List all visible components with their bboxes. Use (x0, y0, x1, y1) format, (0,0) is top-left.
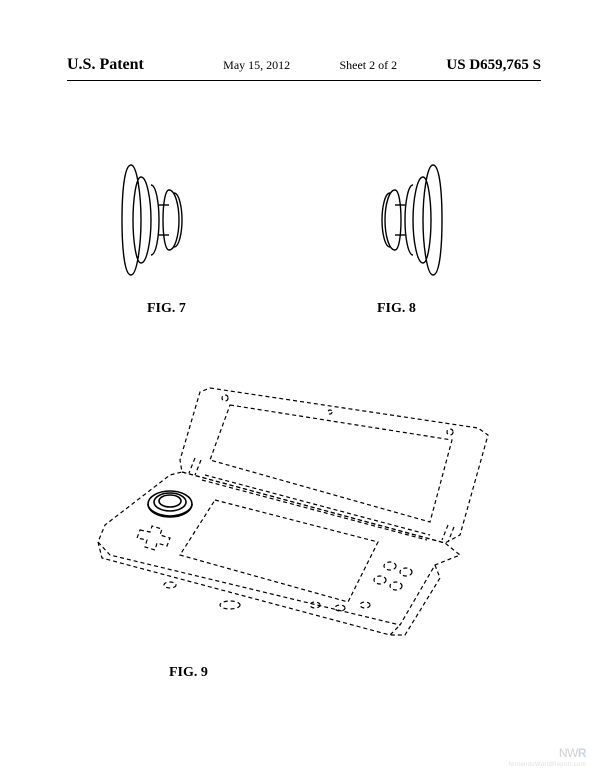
figure-9-drawing (80, 380, 500, 650)
patent-header: U.S. Patent May 15, 2012 Sheet 2 of 2 US… (67, 56, 541, 81)
figure-7-label: FIG. 7 (147, 301, 186, 317)
figure-7-drawing (119, 155, 209, 285)
watermark-prefix: NW (559, 746, 578, 760)
patent-number: US D659,765 S (446, 57, 541, 74)
analog-stick-side-icon (119, 155, 209, 285)
watermark-suffix: R (578, 746, 586, 760)
figure-9-label: FIG. 9 (169, 665, 208, 681)
watermark-logo: NWR (559, 746, 586, 760)
patent-date: May 15, 2012 (223, 58, 290, 73)
patent-title: U.S. Patent (67, 56, 144, 74)
handheld-console-icon (80, 380, 500, 650)
figure-8-label: FIG. 8 (377, 301, 416, 317)
watermark-subtext: NintendoWorldReport.com (509, 762, 587, 768)
analog-stick-side-mirror-icon (355, 155, 445, 285)
figure-8-drawing (355, 155, 445, 285)
sheet-indicator: Sheet 2 of 2 (339, 58, 397, 73)
